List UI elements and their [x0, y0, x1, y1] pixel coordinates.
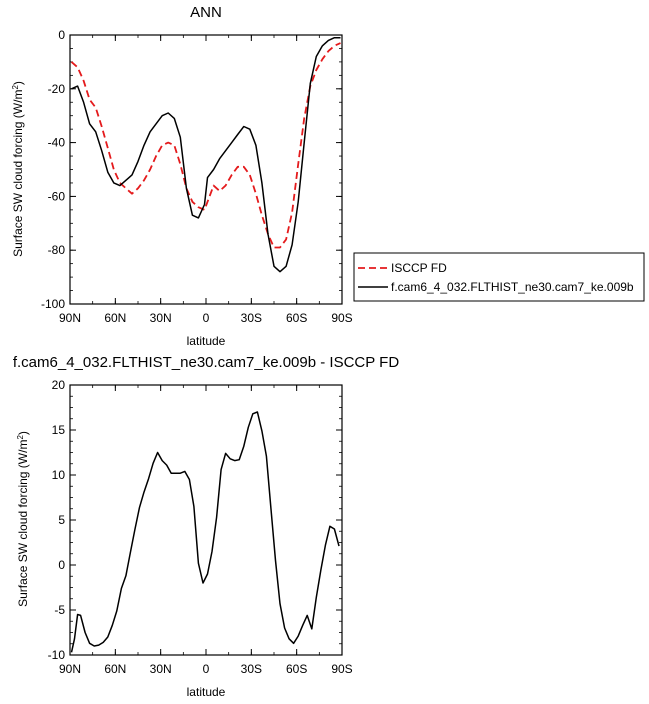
bottom-panel: f.cam6_4_032.FLTHIST_ne30.cam7_ke.009b -…	[13, 354, 399, 699]
top-axes: 90N 60N 30N 0 30S 60S 90S 0 -20 -40 -60 -80 -100	[41, 28, 353, 325]
bottom-x-axis-label: latitude	[187, 685, 226, 699]
top-y-axis-label: Surface SW cloud forcing (W/m2)	[11, 81, 26, 257]
bottom-x-tick-label: 90N	[59, 662, 81, 676]
bottom-y-tick-label: 15	[52, 423, 66, 437]
top-x-tick-label: 60S	[286, 311, 307, 325]
bottom-y-tick-label: -10	[48, 648, 66, 662]
top-y-tick-label: -20	[48, 82, 66, 96]
top-y-tick-label: -40	[48, 136, 66, 150]
top-plot-frame	[69, 34, 343, 305]
bottom-y-axis-label: Surface SW cloud forcing (W/m2)	[16, 431, 31, 607]
legend-label-model: f.cam6_4_032.FLTHIST_ne30.cam7_ke.009b	[391, 280, 634, 294]
top-series-line-1	[71, 36, 341, 273]
top-y-tick-label: -100	[41, 297, 65, 311]
bottom-y-axis-label-main: Surface SW cloud forcing (W/m	[16, 440, 30, 607]
top-chart-title: ANN	[190, 4, 222, 21]
bottom-chart-title: f.cam6_4_032.FLTHIST_ne30.cam7_ke.009b -…	[13, 354, 399, 371]
top-x-tick-label: 90S	[331, 311, 352, 325]
legend-box	[353, 252, 645, 302]
bottom-series-group	[70, 411, 340, 653]
bottom-y-tick-label: 0	[58, 558, 65, 572]
bottom-x-tick-label: 90S	[331, 662, 352, 676]
top-series-group	[70, 36, 341, 273]
legend: ISCCP FD f.cam6_4_032.FLTHIST_ne30.cam7_…	[353, 252, 645, 302]
top-x-tick-label: 60N	[104, 311, 126, 325]
bottom-y-axis-label-sup: 2	[16, 435, 25, 440]
bottom-plot-frame	[69, 384, 343, 656]
bottom-y-tick-label: -5	[54, 603, 65, 617]
top-y-axis-label-sup: 2	[11, 85, 20, 90]
top-x-tick-label: 0	[203, 311, 210, 325]
top-x-tick-label: 30S	[241, 311, 262, 325]
top-y-axis-label-end: )	[11, 81, 25, 85]
bottom-x-tick-label: 60N	[104, 662, 126, 676]
bottom-x-tick-label: 30N	[150, 662, 172, 676]
bottom-y-tick-label: 20	[52, 378, 66, 392]
top-x-tick-label: 90N	[59, 311, 81, 325]
top-x-axis-label: latitude	[187, 334, 226, 348]
bottom-x-tick-label: 0	[203, 662, 210, 676]
top-y-tick-label: -60	[48, 189, 66, 203]
top-x-tick-label: 30N	[150, 311, 172, 325]
bottom-x-tick-label: 60S	[286, 662, 307, 676]
bottom-axes: 90N 60N 30N 0 30S 60S 90S 20 15 10 5 0 -5 -10	[48, 378, 353, 676]
top-y-tick-label: 0	[58, 28, 65, 42]
top-panel: ANN 90N 60N 30N 0 30S 60S 90S 0 -20 -40 -60 -80 -100…	[11, 4, 353, 348]
top-series-line-0	[70, 42, 341, 249]
legend-label-isccp: ISCCP FD	[391, 261, 447, 275]
bottom-y-tick-label: 5	[58, 513, 65, 527]
bottom-y-tick-label: 10	[52, 468, 66, 482]
bottom-x-tick-label: 30S	[241, 662, 262, 676]
top-y-tick-label: -80	[48, 243, 66, 257]
top-y-axis-label-main: Surface SW cloud forcing (W/m	[11, 90, 25, 257]
bottom-y-axis-label-end: )	[16, 431, 30, 435]
bottom-series-line-0	[70, 411, 340, 653]
